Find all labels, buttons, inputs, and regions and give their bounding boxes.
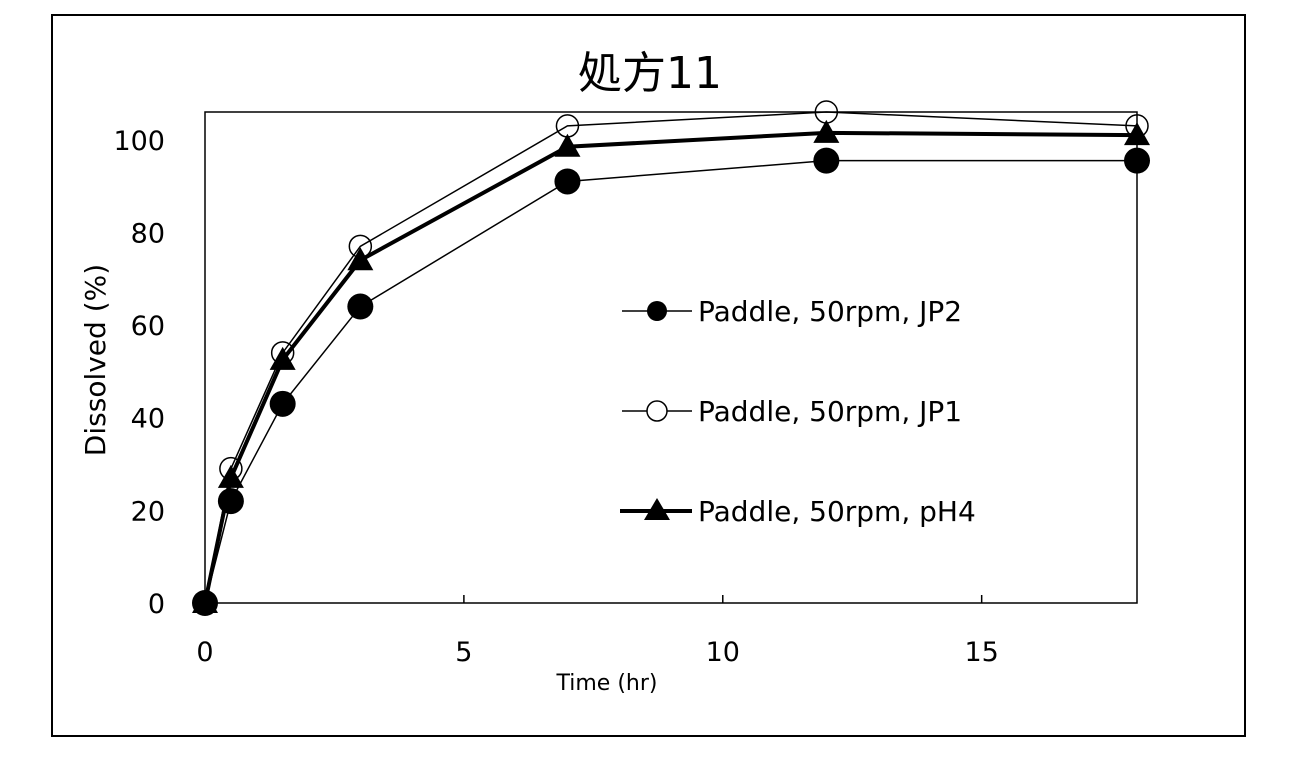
x-tick-label: 5 — [455, 637, 472, 668]
y-tick-label: 0 — [148, 589, 165, 620]
data-point — [218, 465, 244, 488]
data-point — [347, 294, 373, 320]
legend-label-jp1: Paddle, 50rpm, JP1 — [698, 395, 962, 428]
legend-label-jp2: Paddle, 50rpm, JP2 — [698, 295, 962, 328]
y-tick-label: 20 — [131, 496, 165, 527]
data-point — [1124, 148, 1150, 174]
legend-marker-jp2 — [647, 301, 667, 321]
legend-label-ph4: Paddle, 50rpm, pH4 — [698, 495, 976, 528]
series-0 — [192, 148, 1150, 616]
data-point — [813, 148, 839, 174]
data-point — [218, 488, 244, 514]
series-line — [205, 112, 1137, 603]
y-tick-label: 40 — [131, 404, 165, 435]
x-tick-label: 15 — [964, 637, 998, 668]
y-tick-label: 60 — [131, 311, 165, 342]
x-tick-label: 10 — [706, 637, 740, 668]
data-point — [270, 391, 296, 417]
series-line — [205, 133, 1137, 603]
plot-area — [205, 112, 1137, 603]
legend-marker-jp1 — [647, 401, 667, 421]
chart-title: 処方11 — [578, 48, 722, 99]
series-2 — [192, 120, 1150, 613]
series-1 — [194, 101, 1148, 614]
x-axis-label: Time (hr) — [556, 671, 658, 696]
y-tick-label: 80 — [131, 218, 165, 249]
y-axis-label: Dissolved (%) — [79, 264, 112, 456]
y-tick-label: 100 — [113, 126, 165, 157]
series-line — [205, 161, 1137, 603]
x-tick-label: 0 — [196, 637, 213, 668]
legend: Paddle, 50rpm, JP2 Paddle, 50rpm, JP1 Pa… — [620, 295, 976, 528]
data-point — [554, 168, 580, 194]
